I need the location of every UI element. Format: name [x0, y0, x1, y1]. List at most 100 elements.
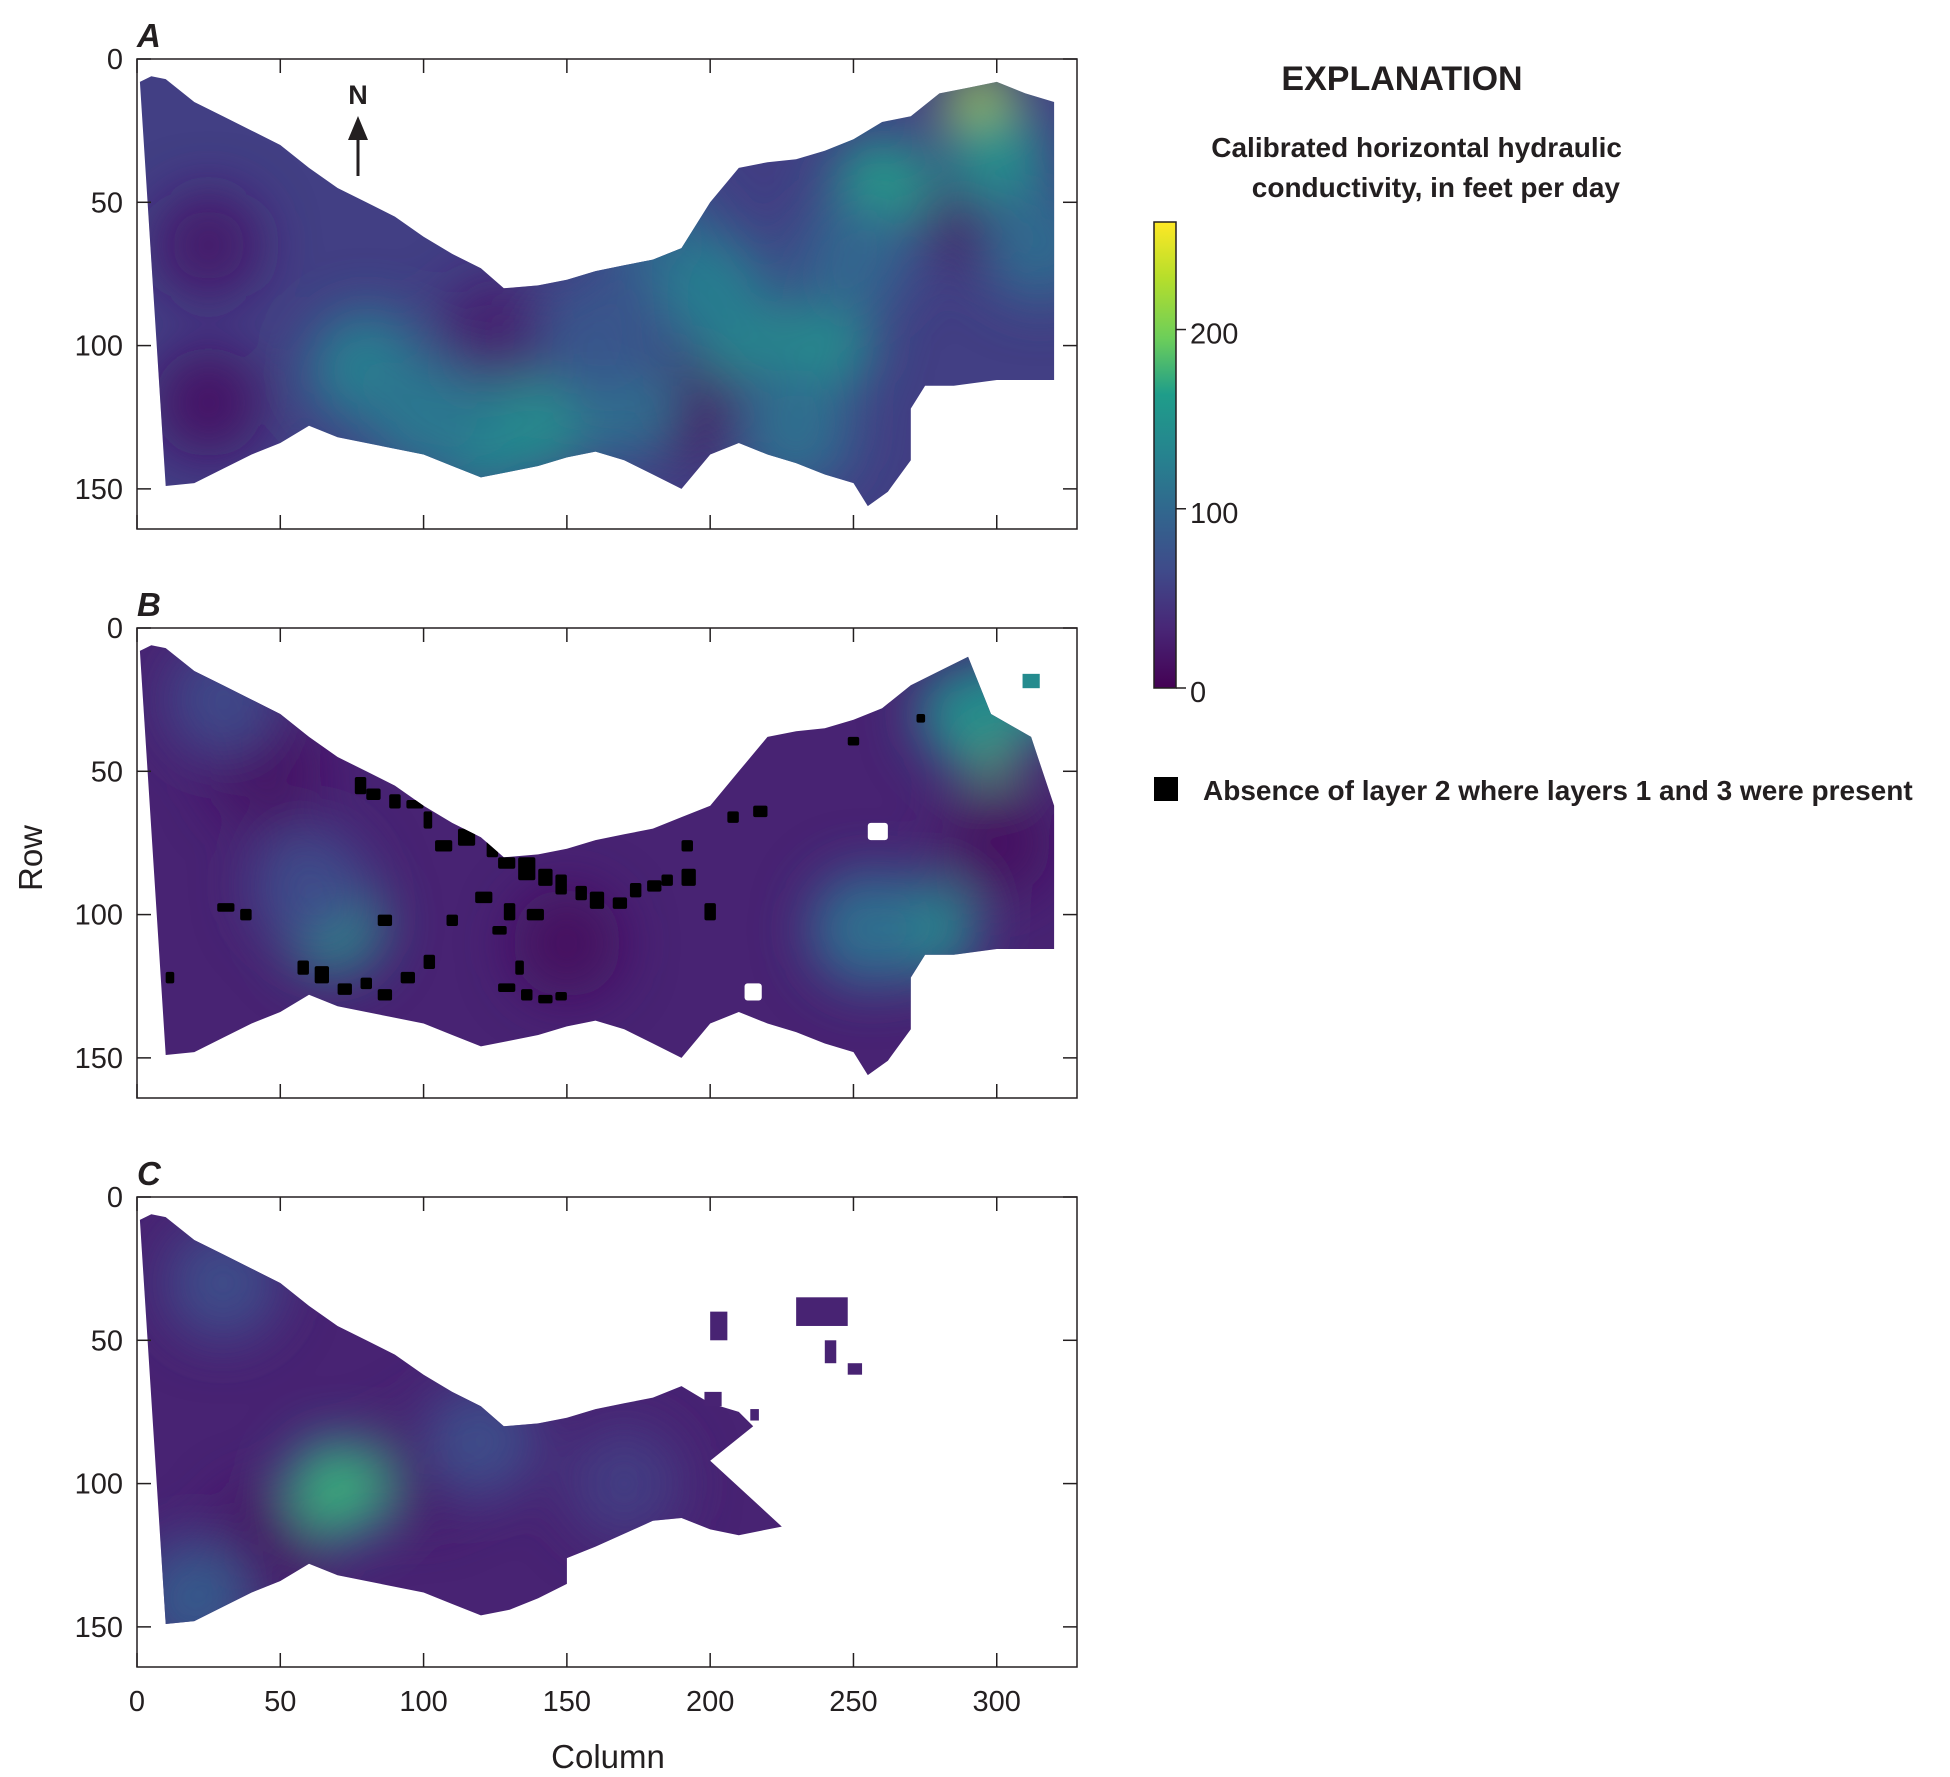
field-hotspot: [746, 381, 847, 482]
colorbar-title-line2: conductivity, in feet per day: [1252, 172, 1621, 203]
absent-layer-cell: [727, 811, 739, 823]
absent-layer-cell: [423, 811, 433, 829]
panel-letter: A: [136, 17, 161, 54]
absent-layer-cell: [475, 891, 493, 904]
x-tick-label: 150: [543, 1686, 591, 1718]
absent-layer-cell: [217, 903, 235, 912]
colorbar-tick-label: 200: [1190, 319, 1238, 351]
absent-layer-cell: [538, 868, 553, 886]
absent-layer-cell: [521, 989, 533, 1001]
absent-layer-cell: [681, 840, 693, 852]
field-low: [941, 787, 1052, 898]
field-low: [440, 276, 551, 387]
y-tick-label: 50: [91, 187, 123, 219]
detached-cell: [710, 1311, 728, 1341]
field-hotspot: [574, 1433, 675, 1534]
no-data-gap: [744, 983, 762, 1001]
absent-layer-cell: [612, 897, 628, 909]
detached-cell: [704, 1391, 722, 1407]
colorbar-title-line1: Calibrated horizontal hydraulic: [1211, 132, 1622, 163]
absent-layer-cell: [377, 914, 393, 927]
absent-layer-cell: [629, 883, 642, 898]
no-data-gap: [867, 822, 888, 841]
absent-layer-cell: [297, 960, 309, 975]
y-tick-label: 0: [107, 44, 123, 76]
field-hotspot: [373, 364, 474, 465]
field-hotspot: [989, 195, 1055, 296]
x-tick-label: 300: [973, 1686, 1021, 1718]
field-hotspot: [258, 835, 359, 936]
detached-cell: [1022, 673, 1040, 689]
north-label: N: [348, 80, 368, 110]
x-tick-label: 0: [129, 1686, 145, 1718]
y-tick-label: 100: [75, 1469, 123, 1501]
absent-layer-cell: [457, 828, 476, 846]
y-tick-label: 0: [107, 1182, 123, 1214]
absent-layer-cell: [704, 903, 716, 921]
absent-layer-cell: [435, 840, 453, 852]
absent-layer-cell: [486, 840, 499, 858]
absent-layer-cell: [446, 914, 458, 927]
field-hotspot: [172, 649, 273, 750]
absent-layer-cell: [475, 822, 490, 835]
absent-layer-cell: [681, 868, 696, 886]
absent-layer-cell: [515, 960, 524, 975]
absent-layer-cell: [661, 874, 673, 886]
panel-b: B0 50 100 150: [75, 586, 1078, 1099]
absent-layer-cell: [406, 799, 424, 809]
x-axis-title: Column: [551, 1738, 665, 1775]
absent-layer-cell: [377, 989, 393, 1001]
absent-layer-cell: [400, 971, 415, 984]
explanation-title: EXPLANATION: [1281, 60, 1522, 98]
legend-swatch-absent-layer: [1154, 777, 1178, 801]
y-tick-label: 50: [91, 1325, 123, 1357]
absent-layer-cell: [492, 926, 507, 935]
absent-layer-cell: [589, 891, 605, 909]
axes-frame: [136, 627, 1078, 1099]
detached-cell: [750, 1409, 759, 1421]
field-low: [153, 190, 264, 301]
field-hotspot: [430, 1390, 531, 1491]
panel-a: A0 50 100 150: [75, 17, 1078, 530]
absent-layer-cell: [847, 736, 860, 746]
field-hotspot: [782, 303, 867, 388]
legend-label-absent-layer: Absence of layer 2 where layers 1 and 3 …: [1203, 775, 1913, 806]
absent-layer-cell: [165, 971, 175, 984]
x-tick-label: 50: [264, 1686, 296, 1718]
absent-layer-cell: [389, 794, 401, 809]
absent-layer-cell: [498, 983, 516, 992]
absent-layer-cell: [314, 966, 330, 984]
field-low: [511, 888, 622, 999]
colorbar-ramp: [1153, 221, 1177, 689]
absent-layer-cell: [354, 777, 367, 795]
absent-layer-cell: [526, 908, 544, 921]
colorbar: 0 100 200: [1153, 221, 1238, 709]
absent-layer-cell: [538, 994, 553, 1004]
x-tick-label: 250: [829, 1686, 877, 1718]
panel-letter: C: [137, 1155, 162, 1192]
absent-layer-cell: [240, 908, 252, 921]
absent-layer-cell: [555, 991, 567, 1001]
absent-layer-cell: [916, 713, 926, 723]
conductivity-field: [139, 1214, 782, 1624]
detached-cell: [796, 1297, 848, 1326]
field-hotspot: [172, 1232, 273, 1333]
axes-frame: [136, 1196, 1078, 1668]
y-tick-label: 150: [75, 474, 123, 506]
y-tick-label: 50: [91, 756, 123, 788]
absent-layer-cell: [360, 977, 372, 990]
field-low: [153, 347, 264, 458]
field-hotspot: [817, 878, 918, 979]
absent-layer-cell: [337, 983, 352, 995]
explanation: EXPLANATION Calibrated horizontal hydrau…: [1153, 60, 1913, 806]
absent-layer-cell: [366, 788, 381, 800]
field-hotspot: [295, 1447, 380, 1532]
no-data-gap: [996, 685, 1020, 694]
detached-cell: [847, 1363, 863, 1375]
absent-layer-cell: [575, 885, 587, 901]
panel-letter: B: [137, 586, 161, 623]
y-axis-title: Row: [12, 825, 49, 891]
